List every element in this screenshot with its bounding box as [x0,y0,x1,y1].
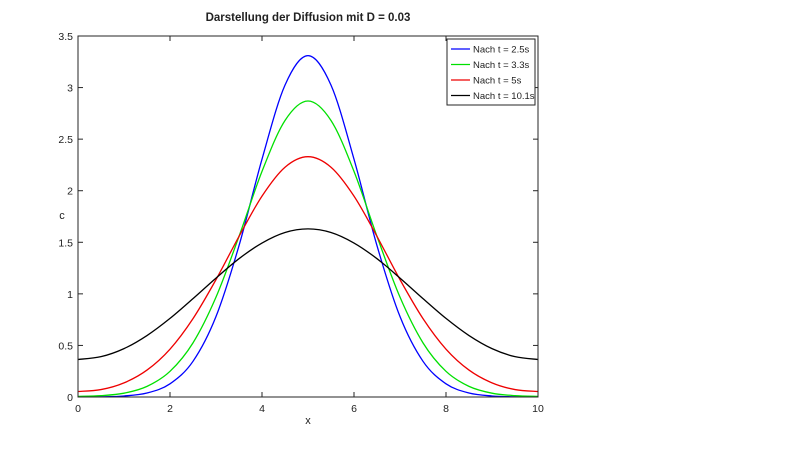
plot-area-frame [77,35,539,398]
legend-box [446,38,536,106]
series-line-0 [77,54,539,398]
y-tick-label: 1.5 [58,237,73,249]
x-tick-label: 8 [443,403,449,415]
legend-entry: Nach t = 3.3s [473,60,529,71]
x-tick-label: 0 [75,403,81,415]
y-tick-label: 3 [67,83,73,95]
y-tick-label: 0.5 [58,340,73,352]
y-tick-label: 3.5 [58,31,73,43]
series-line-3 [77,228,539,361]
y-tick-label: 2.5 [58,134,73,146]
x-tick-label: 4 [259,403,265,415]
x-tick-label: 10 [532,403,544,415]
x-axis-label: x [305,415,311,427]
legend: Nach t = 2.5s Nach t = 3.3s Nach t = 5s Nac… [446,38,536,106]
legend-entry: Nach t = 2.5s [473,45,529,56]
series-line-1 [77,100,539,398]
x-tick-label: 2 [167,403,173,415]
y-axis-label: c [59,210,65,222]
x-tick-label: 6 [351,403,357,415]
y-tick-label: 0 [67,392,73,404]
y-tick-label: 2 [67,186,73,198]
y-tick-label: 1 [67,289,73,301]
chart-title: Darstellung der Diffusion mit D = 0.03 [206,12,411,24]
legend-entry: Nach t = 10.1s [473,91,535,102]
series-line-2 [77,156,539,393]
legend-entry: Nach t = 5s [473,76,522,87]
